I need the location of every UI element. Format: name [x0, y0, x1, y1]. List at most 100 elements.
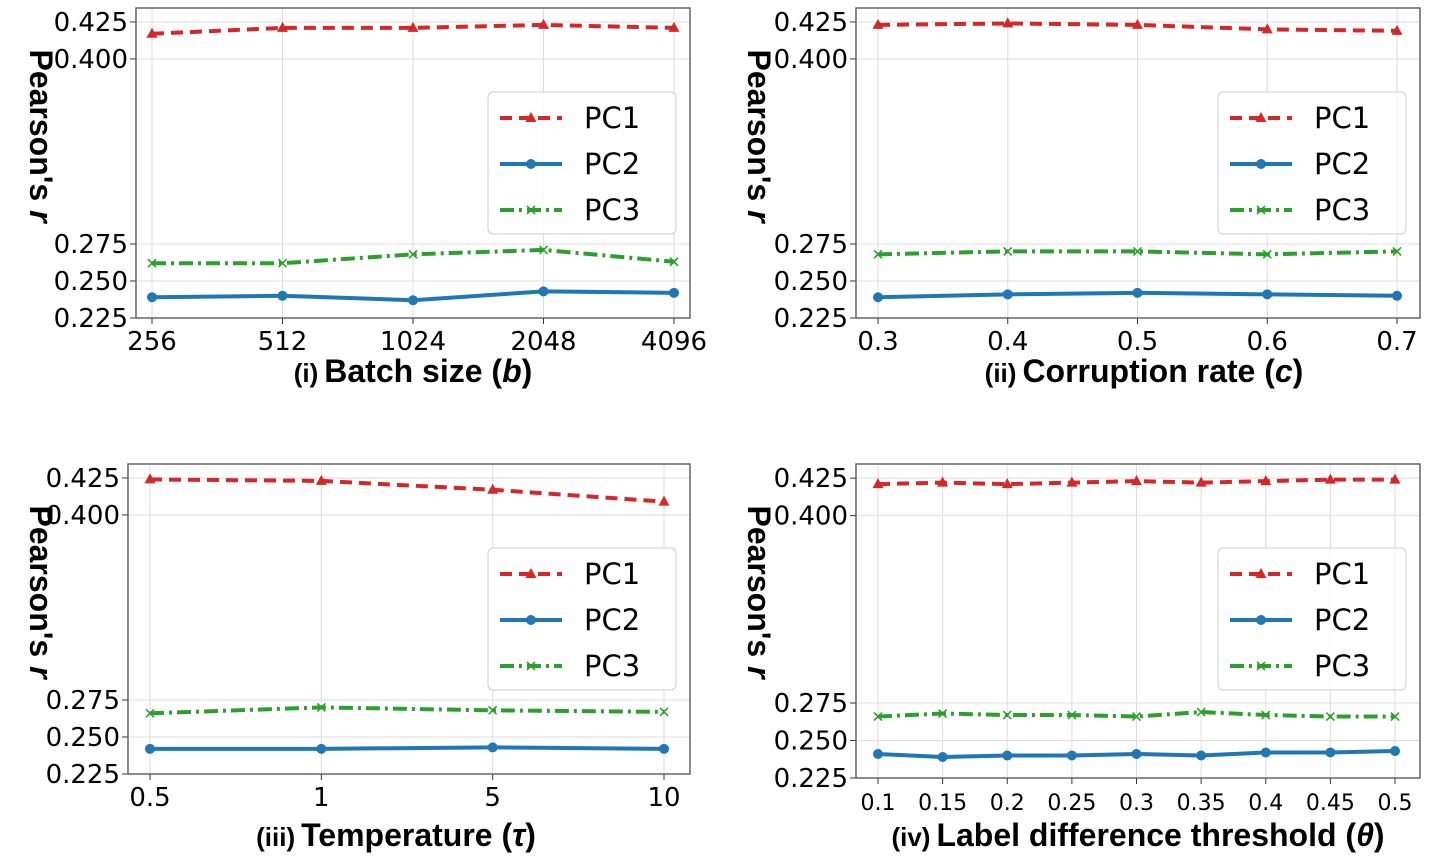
point-pc3 [147, 258, 157, 268]
point-pc1 [538, 18, 549, 29]
x-tick-label: 0.4 [987, 327, 1028, 357]
x-tick-label: 0.3 [857, 327, 898, 357]
legend-marker [526, 205, 536, 215]
x-axis-label-text: Batch size ( [324, 353, 502, 389]
series-line-pc3 [149, 705, 665, 716]
x-axis-label-close: ) [1374, 817, 1385, 853]
y-axis-label-text: Pearson's [741, 505, 777, 666]
x-tick-label: 4096 [641, 327, 707, 357]
legend: PC1 PC2 PC3 [1217, 91, 1407, 235]
panel-label: (ii) [985, 358, 1017, 388]
legend-box [1217, 91, 1407, 235]
point-pc2 [1002, 289, 1013, 300]
point-pc2 [873, 292, 883, 303]
point-pc2 [1131, 749, 1142, 760]
x-axis-label: (iv) Label difference threshold (θ) [891, 817, 1384, 853]
point-pc2 [316, 743, 327, 754]
point-pc3 [1067, 710, 1077, 720]
point-pc1 [277, 21, 288, 32]
point-pc1 [1391, 24, 1403, 35]
point-pc1 [1260, 475, 1272, 486]
legend-label: PC3 [584, 193, 640, 227]
legend-marker [1256, 205, 1266, 215]
plot-border [135, 7, 691, 319]
point-pc1 [1132, 18, 1143, 29]
series-line-pc1 [877, 21, 1398, 33]
y-tick-label: 0.250 [46, 723, 120, 753]
legend-marker [1256, 159, 1266, 169]
x-axis-label: (i) Batch size (b) [294, 353, 533, 389]
point-pc3 [1003, 246, 1013, 256]
y-tick-label: 0.250 [54, 267, 128, 297]
legend-label: PC3 [1314, 193, 1370, 227]
point-pc1 [1195, 476, 1207, 487]
point-pc2 [1262, 289, 1273, 300]
x-axis-label-symbol: τ [512, 817, 527, 853]
legend-marker [525, 568, 537, 578]
point-pc3 [1262, 249, 1272, 259]
point-pc3 [1325, 711, 1335, 722]
y-tick-label: 0.250 [774, 727, 848, 757]
y-tick-label: 0.275 [54, 230, 128, 260]
y-axis-label: Pearson's r [23, 49, 59, 224]
x-axis-label: (ii) Corruption rate (c) [985, 353, 1304, 389]
legend-marker [1256, 615, 1266, 625]
series-line-pc3 [877, 249, 1398, 257]
y-tick-label: 0.425 [774, 464, 848, 494]
point-pc1 [315, 474, 327, 485]
point-pc3 [1392, 246, 1402, 256]
point-pc2 [487, 742, 498, 753]
legend-marker [1255, 112, 1267, 122]
x-tick-label: 0.25 [1047, 791, 1096, 816]
point-pc3 [873, 711, 883, 722]
point-pc2 [408, 295, 418, 306]
y-tick-label: 0.225 [46, 760, 120, 790]
legend-label: PC1 [1314, 101, 1370, 135]
x-tick-label: 256 [127, 327, 177, 357]
series-line-pc3 [152, 247, 675, 266]
y-tick-label: 0.425 [54, 8, 128, 38]
point-pc1 [146, 27, 158, 38]
y-axis-label-text: Pearson's [23, 505, 59, 666]
legend-label: PC2 [584, 147, 640, 181]
point-pc1 [1389, 473, 1401, 484]
point-pc3 [938, 708, 948, 719]
point-pc2 [1002, 750, 1013, 761]
point-pc3 [488, 705, 498, 715]
legend-marker [525, 112, 537, 122]
plot-border [855, 7, 1421, 319]
point-pc2 [1392, 290, 1402, 301]
point-pc3 [1261, 710, 1271, 720]
legend: PC1 PC2 PC3 [487, 91, 677, 235]
panel-4: 0.225 0.250 0.275 0.400 0.425 0.1 0.15 0.2 0.25 0… [741, 463, 1421, 853]
x-axis-label-close: ) [1293, 353, 1304, 389]
y-tick-label: 0.275 [46, 686, 120, 716]
legend-label: PC1 [584, 101, 640, 135]
panel-2: 0.225 0.250 0.275 0.400 0.425 0.3 0.4 0.5 0.6 0.7… [741, 7, 1421, 389]
point-pc2 [1132, 287, 1143, 298]
panel-label: (iii) [256, 822, 295, 852]
legend: PC1 PC2 PC3 [487, 547, 677, 691]
x-tick-label: 5 [484, 783, 501, 813]
point-pc3 [1002, 710, 1012, 720]
x-tick-label: 2048 [510, 327, 576, 357]
x-tick-label: 0.45 [1306, 791, 1355, 816]
x-tick-label: 0.35 [1177, 791, 1226, 816]
point-pc2 [1066, 750, 1077, 761]
x-tick-label: 1024 [380, 327, 446, 357]
point-pc1 [668, 21, 680, 32]
x-tick-label: 0.5 [1378, 791, 1413, 816]
y-tick-label: 0.275 [774, 689, 848, 719]
legend-marker [1255, 568, 1267, 578]
x-axis-label-text: Corruption rate ( [1022, 353, 1275, 389]
panel-label: (i) [294, 358, 319, 388]
legend-marker [526, 661, 536, 671]
x-axis-label-symbol: θ [1356, 817, 1374, 853]
point-pc3 [1390, 711, 1400, 722]
y-tick-label: 0.400 [46, 501, 120, 531]
point-pc2 [1390, 746, 1400, 757]
point-pc2 [538, 286, 549, 297]
legend-marker [1256, 661, 1266, 671]
